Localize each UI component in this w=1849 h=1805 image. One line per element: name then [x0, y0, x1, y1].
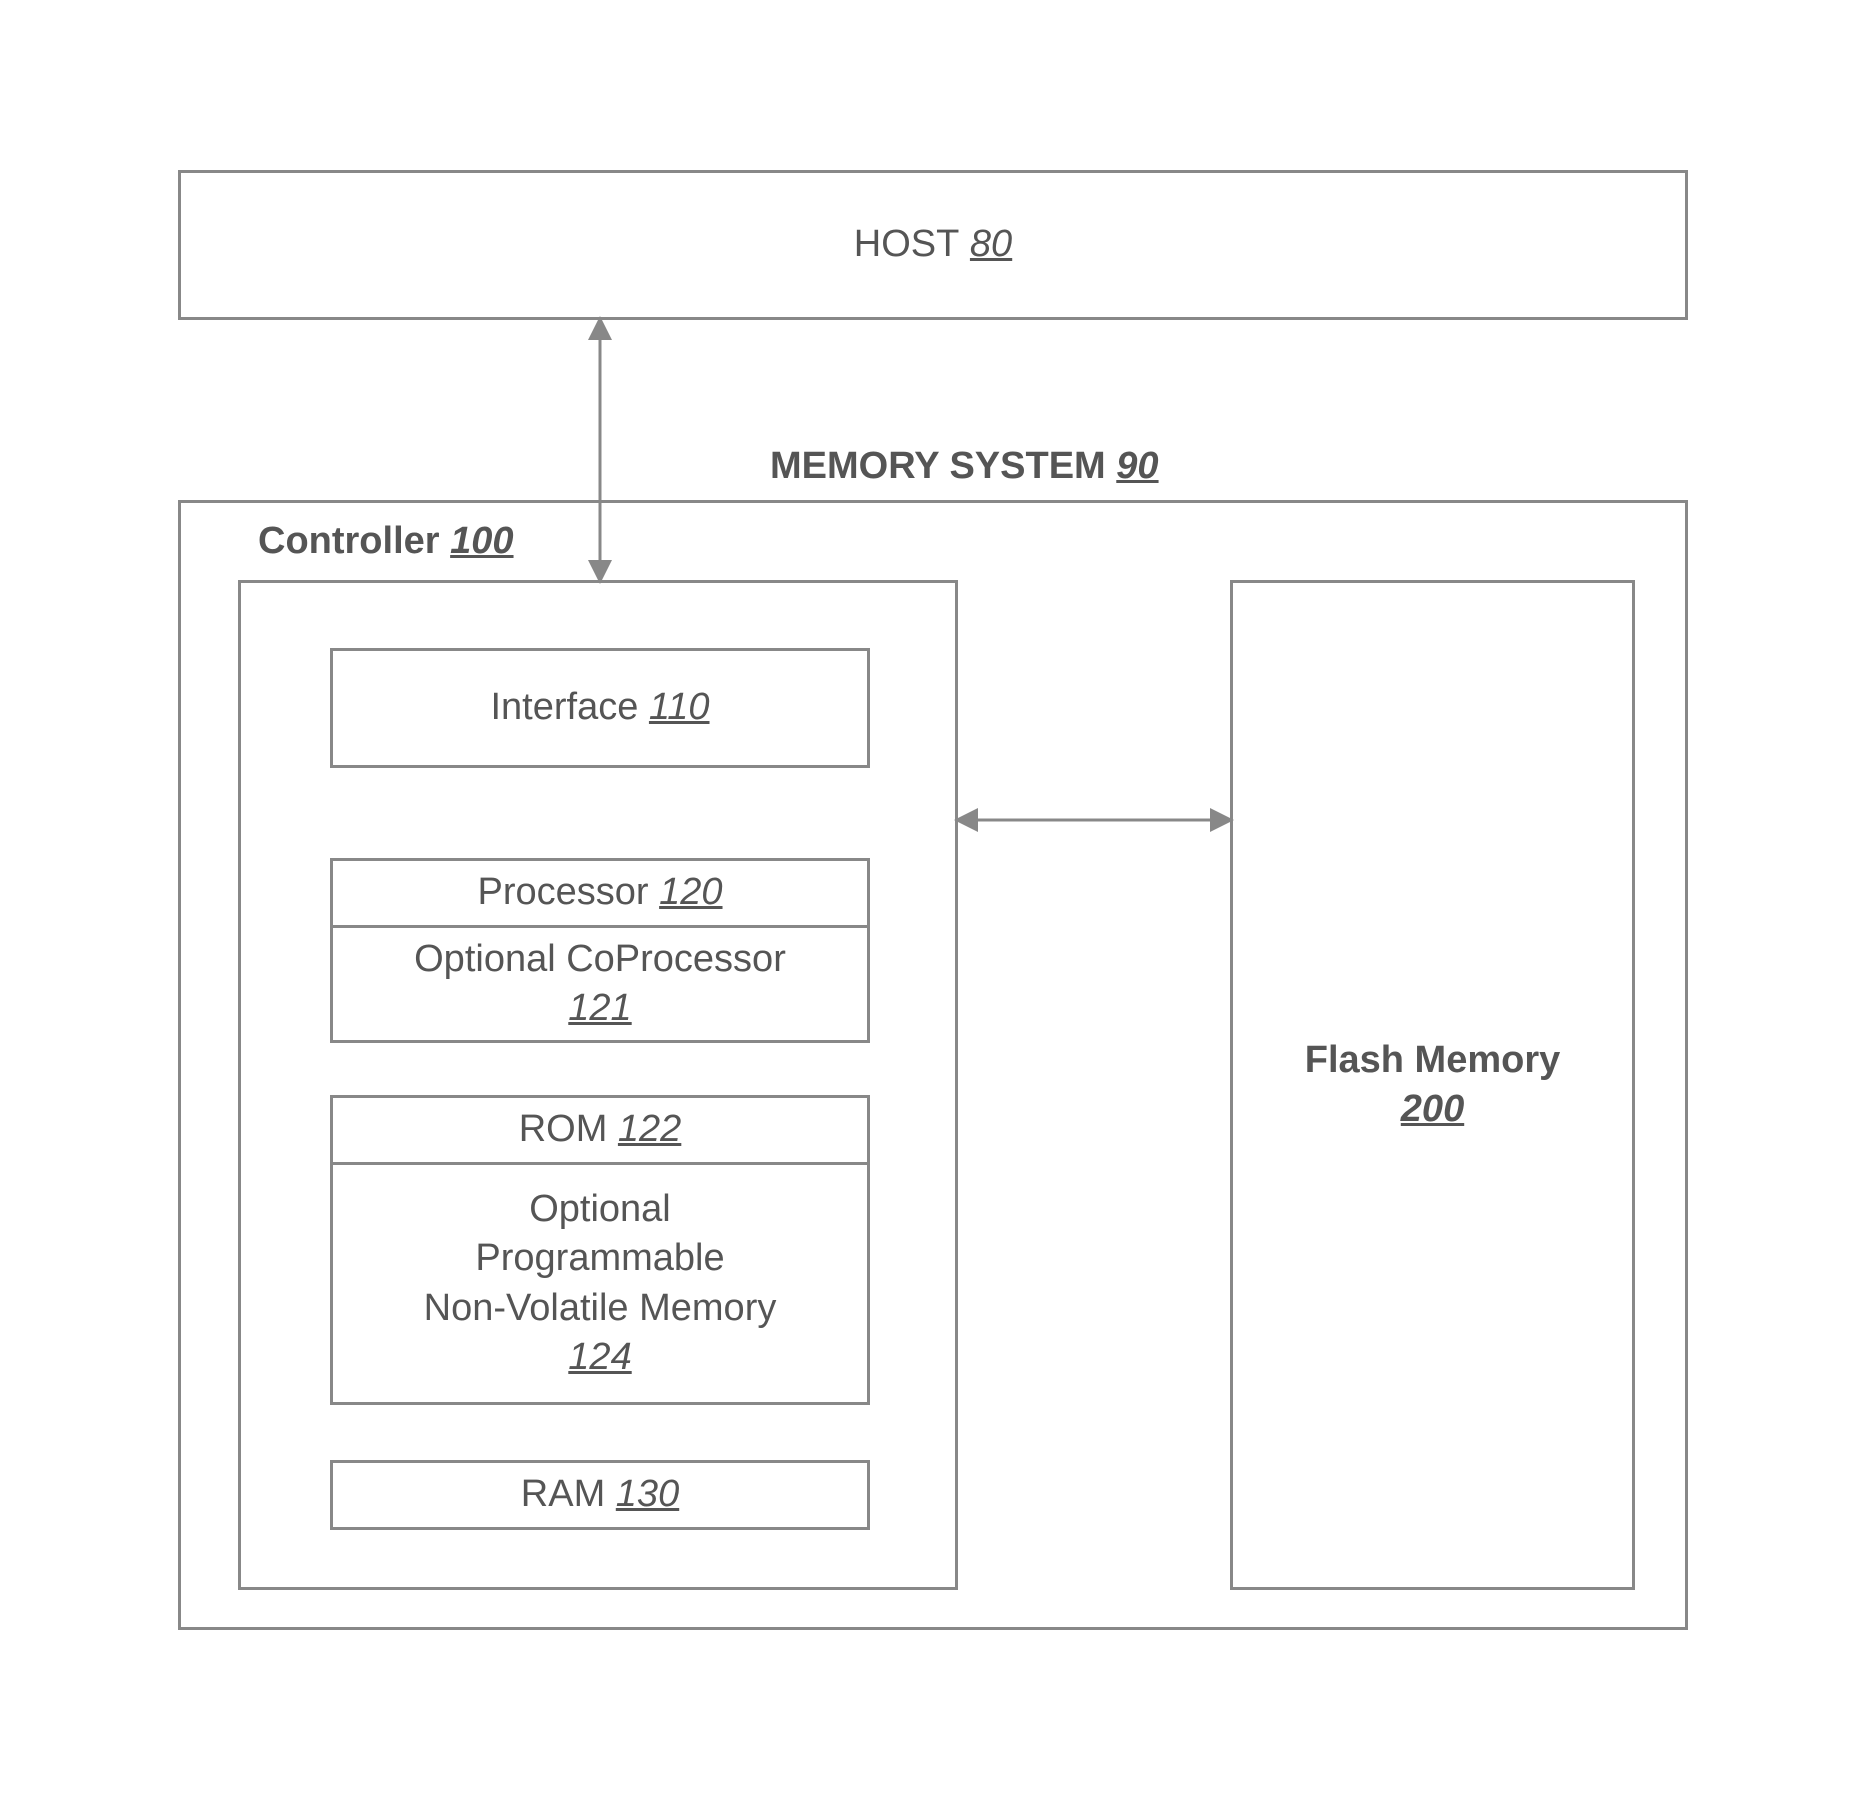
nvm-label: Optional Programmable Non-Volatile Memor… [424, 1185, 777, 1383]
controller-title: Controller 100 [258, 520, 514, 563]
arrow-controller-flash [958, 805, 1230, 835]
host-label: HOST 80 [854, 220, 1012, 269]
rom-label: ROM 122 [519, 1105, 682, 1154]
arrow-host-controller [585, 320, 615, 580]
processor-label: Processor 120 [477, 868, 722, 917]
coprocessor-label: Optional CoProcessor121 [414, 935, 786, 1034]
interface-box: Interface 110 [330, 648, 870, 768]
interface-label: Interface 110 [490, 683, 709, 732]
processor-box: Processor 120 [330, 858, 870, 928]
memory-system-title: MEMORY SYSTEM 90 [770, 445, 1159, 488]
ram-box: RAM 130 [330, 1460, 870, 1530]
host-box: HOST 80 [178, 170, 1688, 320]
flash-memory-label: Flash Memory200 [1305, 1036, 1561, 1135]
nvm-box: Optional Programmable Non-Volatile Memor… [330, 1165, 870, 1405]
coprocessor-box: Optional CoProcessor121 [330, 928, 870, 1043]
rom-box: ROM 122 [330, 1095, 870, 1165]
ram-label: RAM 130 [521, 1470, 679, 1519]
diagram-canvas: HOST 80 MEMORY SYSTEM 90 Controller 100 … [0, 0, 1849, 1805]
flash-memory-box: Flash Memory200 [1230, 580, 1635, 1590]
